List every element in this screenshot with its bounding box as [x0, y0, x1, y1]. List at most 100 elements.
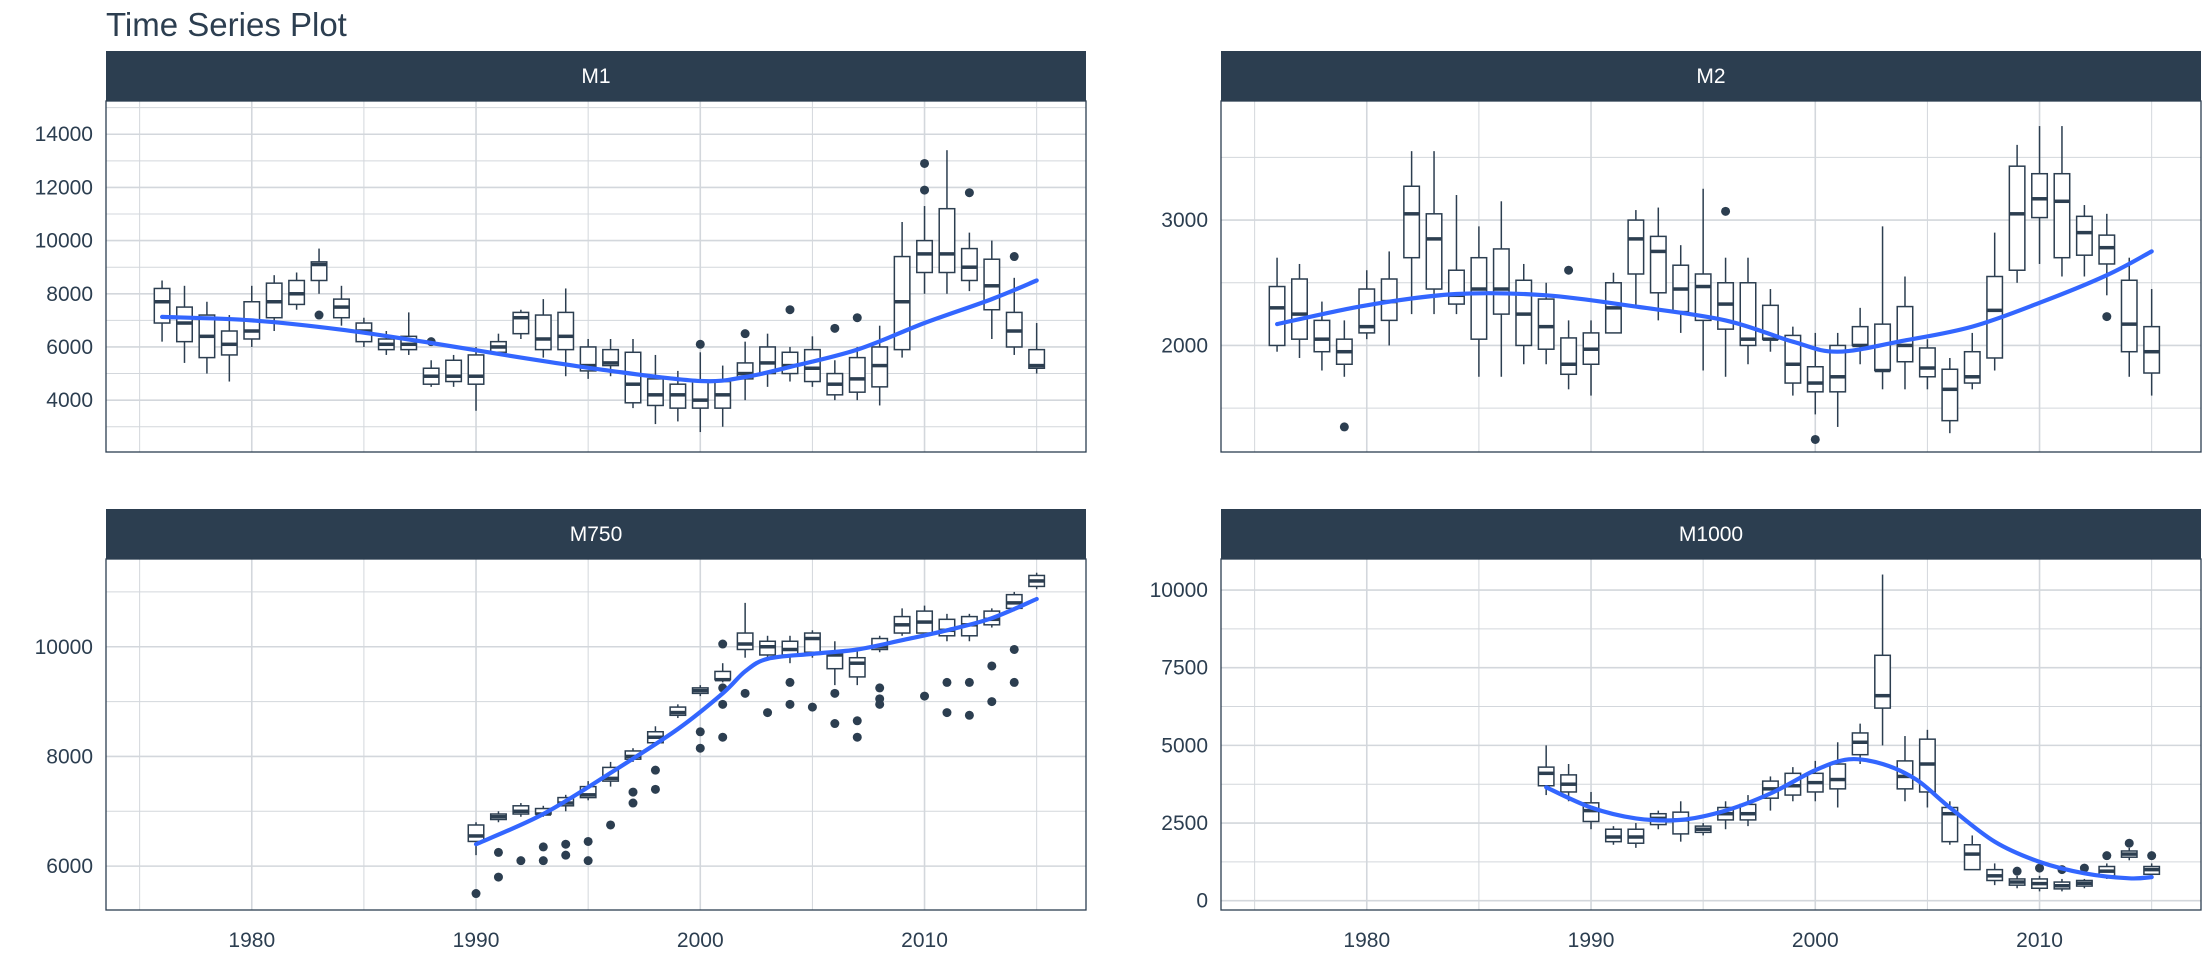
outlier-point [740, 688, 750, 698]
box-body [1537, 298, 1555, 350]
box [2053, 126, 2071, 277]
y-tick-label: 6000 [46, 855, 93, 878]
box [1806, 760, 1824, 802]
x-tick-label: 2010 [2016, 929, 2063, 952]
box-body [938, 207, 956, 274]
outlier-point [852, 732, 862, 742]
box [759, 333, 777, 387]
box [1627, 210, 1645, 308]
outlier-point [830, 719, 840, 729]
panel-border [105, 558, 1087, 911]
box [2031, 875, 2049, 892]
box [467, 346, 485, 411]
box [1694, 188, 1712, 371]
outlier-point [875, 683, 885, 693]
box-body [848, 356, 866, 393]
box [1380, 251, 1398, 346]
box [1739, 257, 1757, 365]
box [1963, 835, 1981, 871]
x-tick-label: 2010 [901, 929, 948, 952]
box-body [1851, 325, 1869, 347]
box [736, 602, 754, 658]
outlier-point [695, 339, 705, 349]
outlier-point [628, 787, 638, 797]
box [916, 206, 934, 294]
x-tick-label: 1980 [228, 929, 275, 952]
box-body [736, 632, 754, 651]
outlier-point [493, 847, 503, 857]
panel-m750: M750 6000 8000 10000 1980 1990 2000 2010 [35, 509, 1087, 952]
box [803, 336, 821, 387]
y-tick-label: 3000 [1161, 209, 1208, 232]
box [826, 360, 844, 401]
box-body [1649, 235, 1667, 294]
box [1627, 823, 1645, 848]
box [1649, 207, 1667, 321]
outlier-point [2012, 866, 2022, 876]
box-body [1672, 811, 1690, 835]
box-body [916, 239, 934, 274]
box-body [2143, 325, 2161, 374]
outlier-point [1009, 252, 1019, 262]
box [265, 275, 283, 332]
outlier-point [852, 313, 862, 323]
outlier-point [807, 702, 817, 712]
box [1290, 263, 1308, 358]
box [2143, 863, 2161, 876]
box [1537, 282, 1555, 365]
box [1829, 742, 1847, 808]
box [1604, 826, 1622, 845]
outlier-point [920, 185, 930, 195]
box-body [691, 380, 709, 409]
strip-label: M1 [581, 65, 610, 88]
panels: M1400060008000100001200014000M220003000M… [35, 51, 2202, 952]
box-body [445, 359, 463, 383]
outlier-point [987, 697, 997, 707]
y-tick-label: 10000 [35, 636, 93, 659]
box [646, 354, 664, 425]
outlier-point [2079, 863, 2089, 873]
box [1784, 326, 1802, 396]
box [1358, 270, 1376, 340]
outlier-point [830, 323, 840, 333]
box-body [848, 656, 866, 678]
box-body [467, 354, 485, 385]
y-tick-label: 7500 [1161, 657, 1208, 680]
box [445, 354, 463, 387]
box-body [2120, 279, 2138, 353]
box-body [1268, 285, 1286, 347]
box-body [2008, 165, 2026, 271]
box [1717, 801, 1735, 830]
box-body [310, 261, 328, 282]
box [2008, 144, 2026, 283]
box [400, 312, 418, 355]
box-body [646, 378, 664, 407]
box-body [512, 311, 530, 335]
box [1313, 301, 1331, 371]
box [714, 663, 732, 683]
box [1560, 320, 1578, 390]
box [1403, 151, 1421, 315]
outlier-point [785, 677, 795, 687]
outlier-point [718, 639, 728, 649]
box-body [803, 348, 821, 383]
smooth-trend-line [160, 278, 1039, 384]
box [2075, 878, 2093, 889]
x-tick-label: 2000 [677, 929, 724, 952]
y-tick-label: 0 [1196, 890, 1208, 913]
box-body [1739, 282, 1757, 347]
box [1761, 289, 1779, 352]
box [534, 299, 552, 358]
box-body [2031, 172, 2049, 219]
box [2120, 257, 2138, 377]
box [1268, 257, 1286, 352]
panel-border [1220, 100, 2202, 453]
box-body [1806, 366, 1824, 393]
outlier-point [1564, 265, 1574, 275]
box [691, 352, 709, 433]
box-body [1492, 248, 1510, 315]
box [489, 811, 507, 823]
y-tick-label: 4000 [46, 389, 93, 412]
outlier-point [718, 732, 728, 742]
box [1672, 245, 1690, 333]
